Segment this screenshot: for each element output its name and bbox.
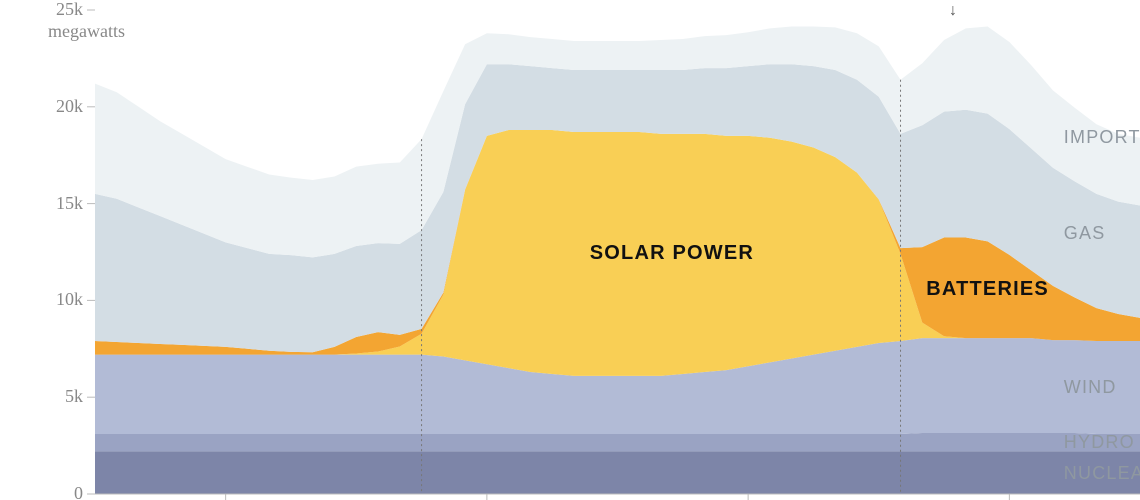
area-hydro xyxy=(95,433,1140,451)
series-label-imports: IMPORTS xyxy=(1064,127,1140,148)
energy-stacked-area-chart: 0 5k 10k 15k 20k 25kmegawatts ↓ NUCLEAR HYDRO WIN… xyxy=(0,0,1140,500)
y-tick-label: 15k xyxy=(56,193,83,214)
down-arrow-icon: ↓ xyxy=(949,2,957,20)
chart-svg xyxy=(0,0,1140,500)
series-label-nuclear: NUCLEAR xyxy=(1064,463,1140,484)
series-label-wind: WIND xyxy=(1064,377,1117,398)
y-tick-label: 10k xyxy=(56,289,83,310)
y-tick-label: 5k xyxy=(65,386,83,407)
y-tick-label: 0 xyxy=(74,483,83,500)
series-label-gas: GAS xyxy=(1064,223,1106,244)
y-axis-unit: megawatts xyxy=(48,21,125,42)
y-tick-label: 20k xyxy=(56,96,83,117)
series-label-hydro: HYDRO xyxy=(1064,432,1135,453)
area-nuclear xyxy=(95,451,1140,494)
series-label-solar-power: SOLAR POWER xyxy=(590,242,754,265)
series-label-batteries: BATTERIES xyxy=(926,278,1049,301)
y-tick-label: 25k xyxy=(56,0,83,20)
